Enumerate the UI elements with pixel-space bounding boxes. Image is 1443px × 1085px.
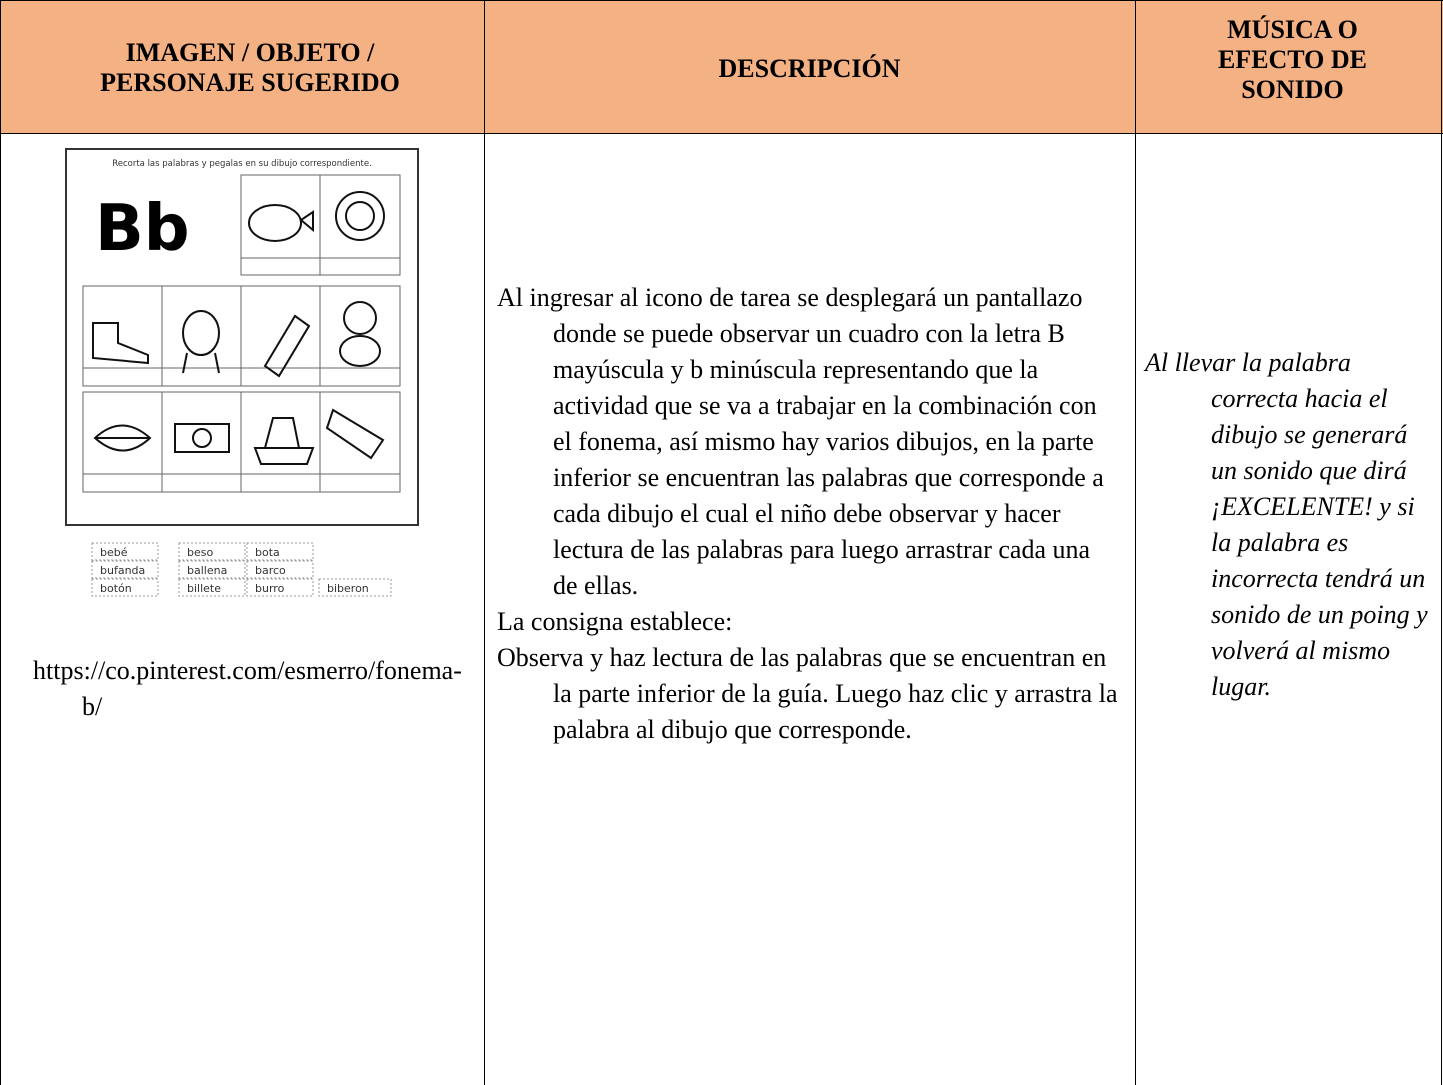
word: beso (187, 546, 213, 559)
worksheet-drawings (92, 191, 385, 465)
description-paragraph: Observa y haz lectura de las palabras qu… (497, 643, 1118, 744)
worksheet-grid (82, 174, 401, 493)
word: bota (255, 546, 280, 559)
border (484, 0, 485, 1085)
header-cell: DESCRIPCIÓN (718, 54, 901, 83)
word: ballena (187, 564, 227, 577)
word-box (178, 542, 246, 561)
border (1135, 0, 1136, 1085)
header-row (0, 0, 1443, 133)
header-cell: IMAGEN / OBJETO / PERSONAJE SUGERIDO (100, 38, 400, 97)
word: bebé (100, 546, 128, 559)
word: burro (255, 582, 285, 595)
worksheet-image: Recorta las palabras y pegalas en su dib… (65, 148, 419, 597)
worksheet-letters: Bb (95, 192, 190, 266)
header-cell: MÚSICA O EFECTO DE SONIDO (1217, 15, 1368, 104)
word-box (178, 560, 246, 579)
border (1441, 0, 1442, 1085)
description-cell: Al ingresar al icono de tarea se despleg… (497, 280, 1119, 748)
word-box (246, 542, 314, 561)
image-source: https://co.pinterest.com/esmerro/fonema-… (33, 653, 463, 725)
sound-text: Al llevar la palabra correcta hacia el d… (1145, 348, 1428, 701)
word-box (178, 578, 246, 597)
source-url: https://co.pinterest.com/esmerro/fonema-… (33, 656, 462, 721)
word: botón (100, 582, 132, 595)
worksheet-instruction: Recorta las palabras y pegalas en su dib… (112, 159, 372, 169)
word: billete (187, 582, 221, 595)
word: barco (255, 564, 286, 577)
word-box (246, 578, 314, 597)
word-box (91, 560, 159, 579)
description-paragraph: La consigna establece: (497, 607, 733, 636)
word: bufanda (100, 564, 145, 577)
word-box (91, 542, 159, 561)
description-paragraph: Al ingresar al icono de tarea se despleg… (497, 283, 1104, 600)
sound-cell: Al llevar la palabra correcta hacia el d… (1145, 345, 1435, 705)
word-box (246, 560, 314, 579)
word-box (91, 578, 159, 597)
border (0, 133, 1443, 134)
word: biberon (327, 582, 369, 595)
border (0, 0, 1, 1085)
word-box (318, 578, 392, 597)
border (0, 0, 1443, 1)
